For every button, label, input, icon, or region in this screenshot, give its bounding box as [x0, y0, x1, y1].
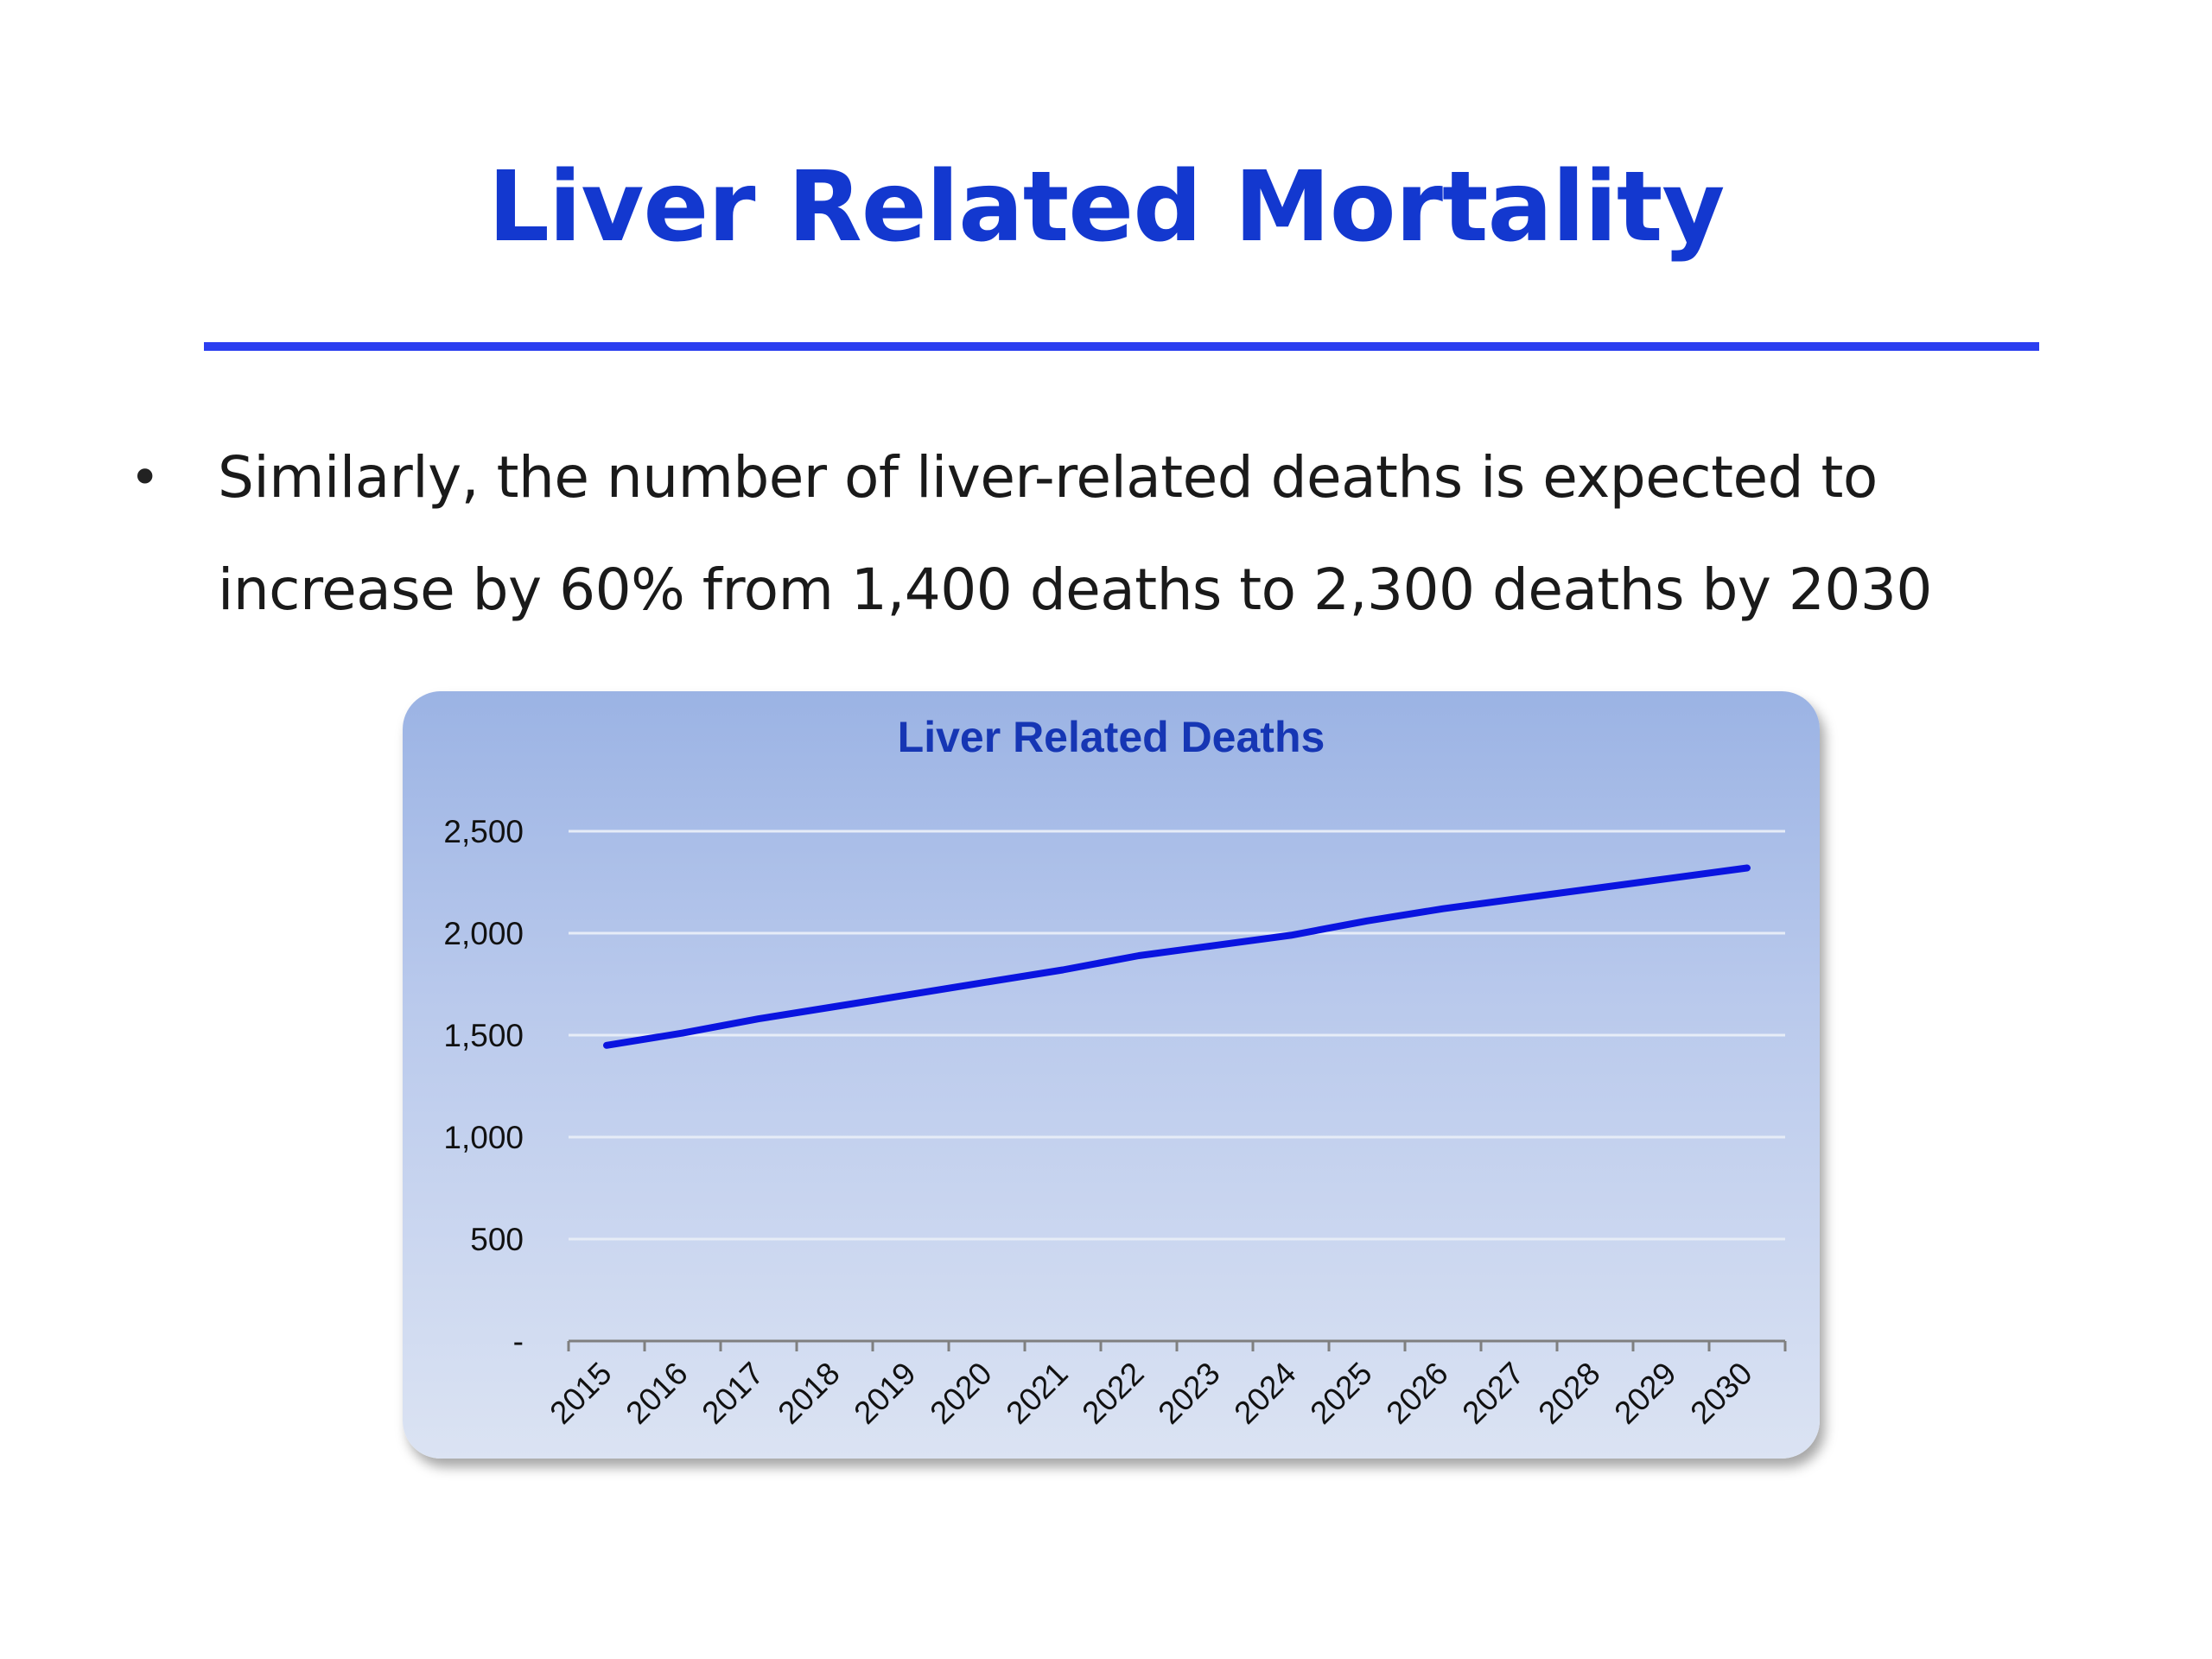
x-tick-label: 2026: [1379, 1356, 1454, 1431]
x-tick-label: 2028: [1531, 1356, 1606, 1431]
x-axis-tick-labels: 2015 2016 2017 2018 2019 2020 2021 2022 2023 2024…: [543, 1356, 1758, 1431]
data-point: [834, 1006, 836, 1007]
chart-panel: Liver Related Deaths - 500 1,000 1,500 2,000…: [403, 691, 1820, 1459]
x-tick-label: 2016: [619, 1356, 694, 1431]
x-tick-label: 2021: [999, 1356, 1074, 1431]
x-tick-label: 2030: [1683, 1356, 1758, 1431]
y-tick-label: 2,500: [443, 814, 524, 849]
x-tick-label: 2027: [1455, 1356, 1530, 1431]
x-tick-label: 2023: [1151, 1356, 1226, 1431]
x-tick-label: 2025: [1303, 1356, 1378, 1431]
y-tick-label: 1,500: [443, 1018, 524, 1053]
data-point: [1062, 969, 1064, 970]
data-point: [1518, 898, 1520, 899]
slide-title: Liver Related Mortality: [487, 151, 1726, 264]
gridlines: [569, 830, 1785, 1241]
x-tick-label: 2015: [543, 1356, 618, 1431]
data-point: [1670, 877, 1672, 879]
x-tick-label: 2017: [695, 1356, 770, 1431]
title-divider: [204, 342, 2039, 351]
data-point: [1594, 887, 1596, 889]
x-tick-label: 2024: [1227, 1356, 1302, 1431]
line-chart: Liver Related Deaths - 500 1,000 1,500 2,000…: [443, 713, 1787, 1431]
x-tick-label: 2020: [923, 1356, 998, 1431]
bullet-marker: •: [130, 448, 161, 508]
x-axis: [567, 1339, 1787, 1351]
x-tick-label: 2018: [771, 1356, 846, 1431]
data-point: [1290, 934, 1292, 936]
y-tick-label: 1,000: [443, 1120, 524, 1155]
series-layer: [603, 864, 1751, 1049]
x-tick-label: 2019: [847, 1356, 922, 1431]
data-point: [1366, 920, 1368, 922]
data-point: [910, 994, 912, 995]
data-point: [1138, 955, 1140, 957]
x-tick-label: 2022: [1075, 1356, 1150, 1431]
y-tick-label: -: [513, 1324, 524, 1359]
data-point: [1214, 944, 1216, 946]
data-point: [758, 1018, 760, 1020]
y-tick-label: 500: [470, 1222, 524, 1257]
series-line: [603, 864, 1751, 1049]
bullet-text: Similarly, the number of liver-related d…: [218, 444, 1932, 623]
chart-title: Liver Related Deaths: [898, 713, 1325, 761]
y-tick-label: 2,000: [443, 916, 524, 951]
y-axis-tick-labels: - 500 1,000 1,500 2,000 2,500: [443, 814, 524, 1359]
data-point: [1442, 908, 1444, 910]
x-tick-label: 2029: [1607, 1356, 1682, 1431]
